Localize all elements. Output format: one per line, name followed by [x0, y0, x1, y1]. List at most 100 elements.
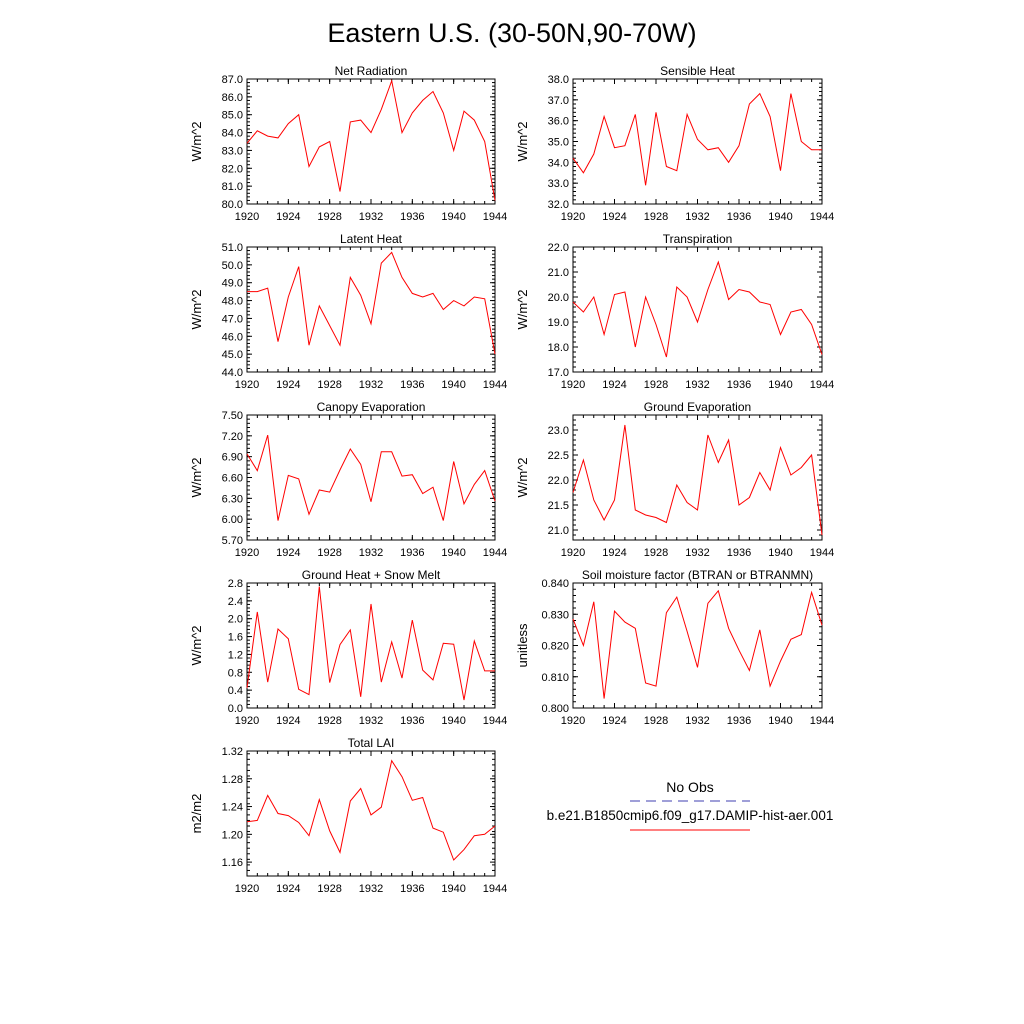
x-tick-label: 1928 — [317, 379, 341, 391]
y-axis-label: W/m^2 — [189, 289, 204, 329]
y-tick-label: 2.4 — [228, 596, 243, 608]
series-line — [572, 260, 823, 358]
y-tick-label: 0.810 — [541, 672, 569, 684]
y-tick-label: 5.70 — [222, 535, 243, 547]
y-tick-label: 32.0 — [548, 199, 569, 211]
x-tick-label: 1924 — [602, 715, 626, 727]
series-line — [572, 92, 822, 186]
y-tick-label: 1.24 — [222, 802, 243, 814]
y-tick-label: 45.0 — [222, 349, 243, 361]
legend-obs-label: No Obs — [666, 779, 713, 795]
x-tick-label: 1936 — [400, 547, 424, 559]
x-tick-label: 1932 — [359, 547, 383, 559]
y-tick-label: 22.0 — [548, 242, 569, 254]
y-tick-label: 82.0 — [222, 163, 243, 175]
x-tick-label: 1940 — [441, 883, 465, 895]
chart-panel: Latent Heat W/m^2 44.0 45.0 46.0 47.0 48.0 49.0… — [189, 232, 507, 391]
y-tick-label: 33.0 — [548, 178, 569, 190]
y-tick-label: 2.8 — [228, 578, 243, 590]
x-tick-label: 1920 — [235, 211, 259, 223]
y-tick-label: 22.0 — [548, 475, 569, 487]
x-tick-label: 1940 — [768, 715, 792, 727]
y-tick-label: 49.0 — [222, 278, 243, 290]
x-tick-label: 1932 — [685, 379, 709, 391]
y-tick-label: 22.5 — [548, 450, 569, 462]
x-tick-label: 1924 — [602, 211, 626, 223]
y-tick-label: 37.0 — [548, 95, 569, 107]
y-tick-label: 46.0 — [222, 331, 243, 343]
x-tick-label: 1920 — [561, 211, 585, 223]
y-tick-label: 1.32 — [222, 746, 243, 758]
x-tick-label: 1936 — [727, 547, 751, 559]
x-tick-label: 1928 — [317, 547, 341, 559]
y-tick-label: 0.840 — [541, 578, 569, 590]
x-tick-label: 1944 — [810, 379, 834, 391]
x-tick-label: 1940 — [768, 379, 792, 391]
x-tick-label: 1928 — [317, 883, 341, 895]
y-tick-label: 1.16 — [222, 857, 243, 869]
x-tick-label: 1924 — [602, 379, 626, 391]
y-tick-label: 1.28 — [222, 774, 243, 786]
x-tick-label: 1932 — [685, 547, 709, 559]
y-tick-label: 0.4 — [228, 685, 243, 697]
x-tick-label: 1928 — [644, 379, 668, 391]
x-tick-label: 1920 — [561, 547, 585, 559]
y-axis-label: unitless — [515, 623, 530, 668]
x-tick-label: 1924 — [276, 379, 300, 391]
x-tick-label: 1928 — [317, 211, 341, 223]
x-tick-label: 1940 — [768, 211, 792, 223]
y-axis-label: W/m^2 — [515, 289, 530, 329]
panel-title: Soil moisture factor (BTRAN or BTRANMN) — [582, 568, 813, 582]
x-tick-label: 1936 — [727, 211, 751, 223]
x-tick-label: 1944 — [483, 547, 507, 559]
y-tick-label: 35.0 — [548, 137, 569, 149]
x-tick-label: 1920 — [235, 547, 259, 559]
x-tick-label: 1924 — [276, 715, 300, 727]
panel-title: Transpiration — [663, 232, 733, 246]
x-tick-label: 1932 — [685, 715, 709, 727]
x-tick-label: 1936 — [727, 715, 751, 727]
y-tick-label: 6.00 — [222, 514, 243, 526]
x-tick-label: 1940 — [768, 547, 792, 559]
x-tick-label: 1924 — [276, 211, 300, 223]
y-tick-label: 6.60 — [222, 473, 243, 485]
y-tick-label: 1.6 — [228, 632, 243, 644]
x-tick-label: 1944 — [810, 211, 834, 223]
y-tick-label: 0.8 — [228, 667, 243, 679]
y-tick-label: 47.0 — [222, 313, 243, 325]
y-tick-label: 21.0 — [548, 267, 569, 279]
y-tick-label: 18.0 — [548, 342, 569, 354]
series-line — [247, 251, 496, 355]
y-axis-label: W/m^2 — [515, 121, 530, 161]
chart-panel: Soil moisture factor (BTRAN or BTRANMN) u… — [515, 568, 834, 727]
y-tick-label: 83.0 — [222, 145, 243, 157]
y-axis-label: W/m^2 — [189, 625, 204, 665]
x-tick-label: 1920 — [235, 379, 259, 391]
y-tick-label: 6.30 — [222, 493, 243, 505]
x-tick-label: 1936 — [400, 211, 424, 223]
x-tick-label: 1924 — [276, 883, 300, 895]
x-tick-label: 1936 — [400, 379, 424, 391]
x-tick-label: 1920 — [235, 715, 259, 727]
y-tick-label: 1.20 — [222, 829, 243, 841]
x-tick-label: 1940 — [441, 547, 465, 559]
series-line — [572, 424, 823, 536]
series-line — [246, 759, 496, 861]
y-tick-label: 7.20 — [222, 431, 243, 443]
x-tick-label: 1944 — [810, 715, 834, 727]
series-line — [572, 589, 823, 699]
x-tick-label: 1932 — [359, 715, 383, 727]
y-tick-label: 17.0 — [548, 367, 569, 379]
x-tick-label: 1944 — [483, 211, 507, 223]
y-axis-label: W/m^2 — [515, 457, 530, 497]
x-tick-label: 1940 — [441, 379, 465, 391]
chart-panel: Total LAI m2/m2 1.16 1.20 1.24 1.28 1.32 1920 19… — [189, 736, 507, 895]
legend-model-label: b.e21.B1850cmip6.f09_g17.DAMIP-hist-aer.… — [547, 808, 834, 823]
x-tick-label: 1932 — [685, 211, 709, 223]
x-tick-label: 1936 — [727, 379, 751, 391]
series-line — [246, 586, 495, 701]
chart-panel: Sensible Heat W/m^2 32.0 33.0 34.0 35.0 36.0 37… — [515, 64, 834, 223]
y-tick-label: 0.820 — [541, 641, 569, 653]
x-tick-label: 1936 — [400, 883, 424, 895]
x-tick-label: 1932 — [359, 379, 383, 391]
